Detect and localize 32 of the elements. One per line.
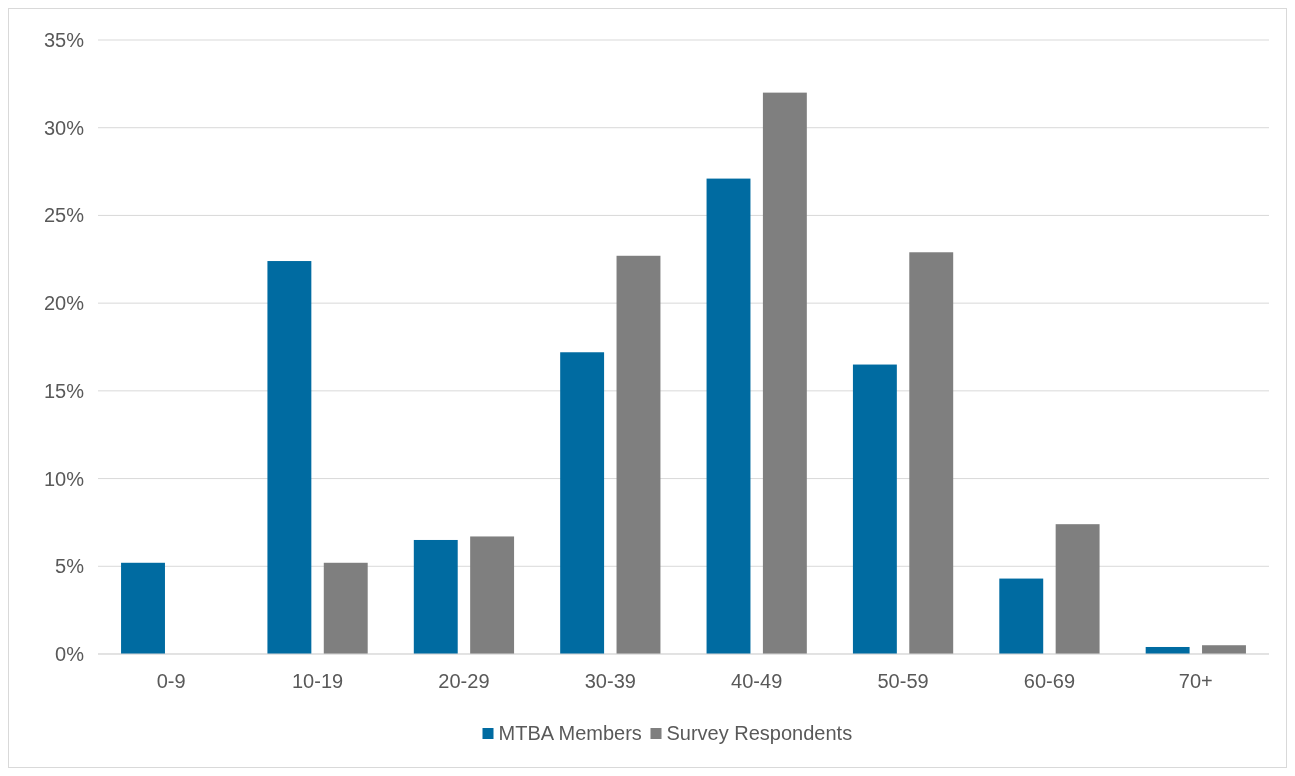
bar	[762, 92, 807, 654]
bar	[323, 562, 368, 654]
bar	[1202, 645, 1246, 654]
bar	[852, 364, 897, 654]
bar	[267, 261, 312, 654]
x-tick-label: 70+	[1178, 670, 1213, 692]
y-tick-label: 10%	[43, 467, 85, 490]
legend-label: Survey Respondents	[666, 722, 853, 744]
bar	[413, 539, 458, 654]
x-tick-label: 40-49	[731, 670, 783, 692]
y-tick-label: 20%	[43, 292, 85, 315]
bar	[616, 255, 661, 654]
bar	[909, 252, 954, 654]
y-tick-label: 15%	[43, 379, 85, 402]
y-tick-label: 25%	[43, 204, 85, 227]
bar	[706, 178, 751, 654]
x-tick-label: 60-69	[1023, 670, 1076, 692]
y-tick-label: 5%	[55, 555, 85, 578]
bar	[560, 352, 605, 654]
x-tick-label: 10-19	[291, 670, 344, 692]
bar	[121, 562, 165, 654]
legend-label: MTBA Members	[498, 722, 642, 744]
y-tick-label: 30%	[43, 116, 85, 139]
bar	[999, 578, 1044, 654]
x-tick-label: 50-59	[877, 670, 929, 692]
x-tick-label: 0-9	[156, 670, 186, 692]
bar	[1055, 524, 1100, 654]
y-tick-label: 0%	[55, 643, 85, 665]
x-tick-label: 30-39	[584, 670, 636, 692]
bar	[470, 536, 515, 654]
x-tick-label: 20-29	[438, 670, 490, 692]
y-tick-label: 35%	[43, 29, 85, 51]
